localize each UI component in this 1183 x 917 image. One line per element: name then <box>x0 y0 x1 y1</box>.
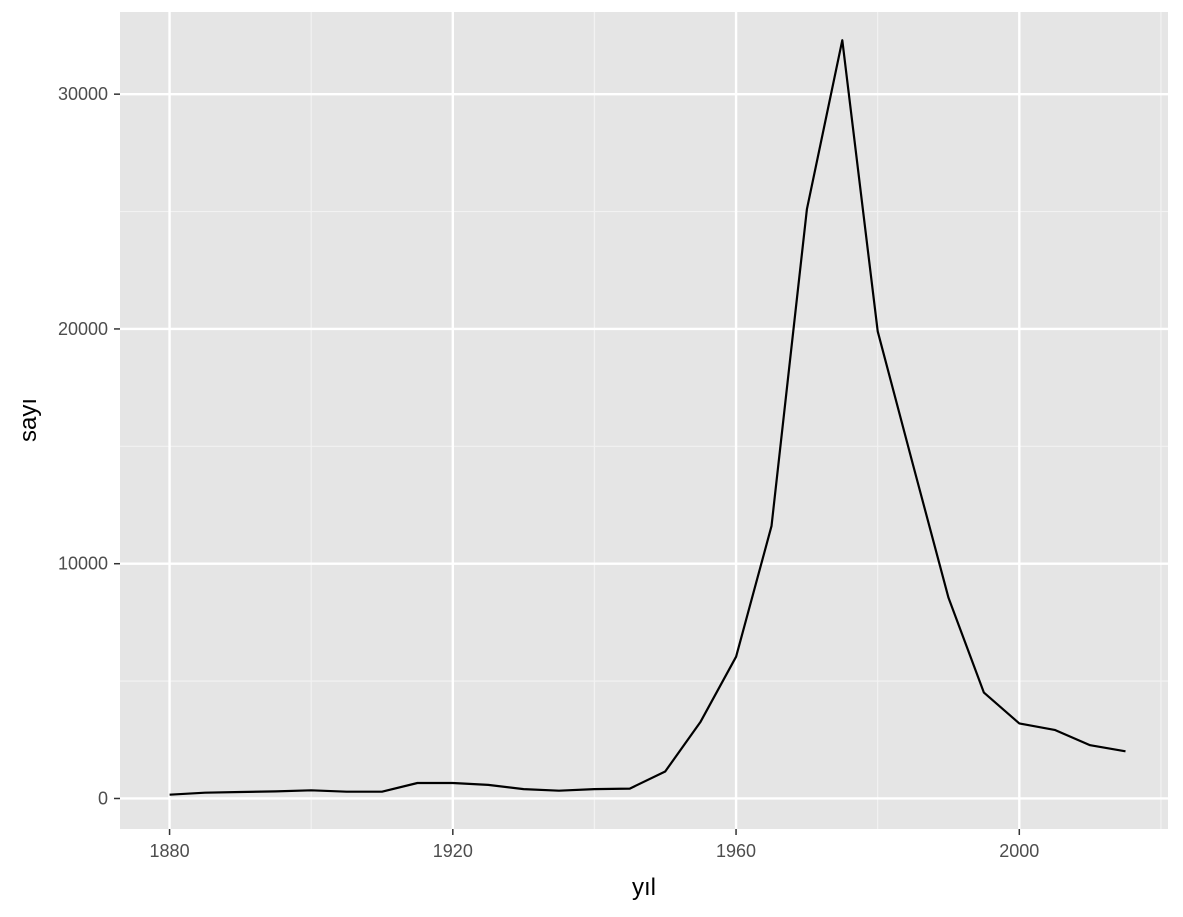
x-tick-label: 1920 <box>433 841 473 861</box>
x-axis: 1880 1920 1960 2000 <box>150 829 1039 861</box>
series-line <box>169 39 1126 796</box>
y-tick-label: 20000 <box>58 319 108 339</box>
y-tick-label: 10000 <box>58 554 108 574</box>
x-tick-label: 1960 <box>716 841 756 861</box>
y-axis-label: sayı <box>15 398 42 442</box>
grid-minor <box>120 12 1168 829</box>
x-axis-label: yıl <box>632 874 656 901</box>
x-tick-label: 2000 <box>999 841 1039 861</box>
grid-major <box>120 12 1168 829</box>
y-tick-label: 30000 <box>58 84 108 104</box>
y-tick-label: 0 <box>98 788 108 808</box>
x-tick-label: 1880 <box>150 841 190 861</box>
y-axis: 0 10000 20000 30000 <box>58 84 120 808</box>
plot-panel <box>120 12 1168 829</box>
